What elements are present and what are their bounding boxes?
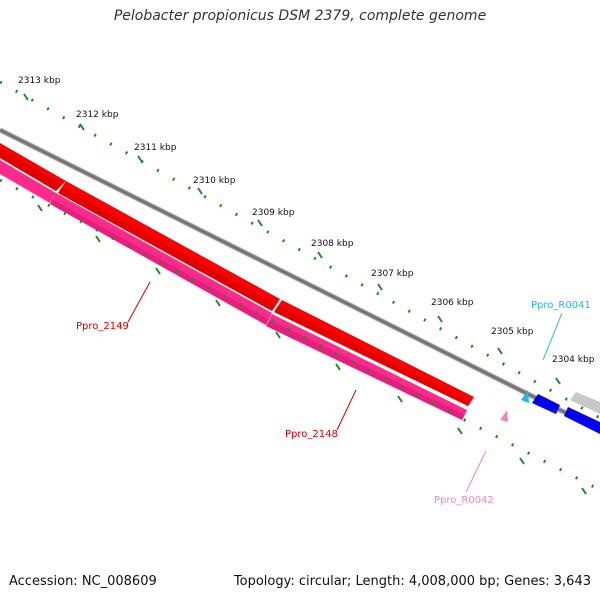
major-tick	[317, 251, 323, 259]
gene-shade	[0, 149, 60, 191]
major-tick	[457, 427, 463, 435]
major-tick	[23, 93, 29, 101]
major-tick	[137, 155, 143, 163]
major-tick	[37, 204, 43, 212]
ruler-label: 2306 kbp	[431, 298, 474, 308]
ruler-label: 2310 kbp	[193, 176, 236, 186]
feature-label-ppro-r0042[interactable]: Ppro_R0042	[434, 495, 494, 506]
feature-label-ppro-r0041[interactable]: Ppro_R0041	[531, 300, 591, 311]
ruler-label: 2312 kbp	[76, 110, 119, 120]
major-tick	[155, 267, 161, 275]
major-tick	[95, 235, 101, 243]
major-tick	[437, 315, 443, 323]
gene-shade	[50, 199, 268, 325]
right-genes	[532, 392, 600, 434]
major-tick	[335, 363, 341, 371]
major-tick	[257, 219, 263, 227]
feature-label-ppro-2149[interactable]: Ppro_2149	[76, 321, 129, 332]
gene-feature[interactable]	[570, 392, 600, 414]
callout-line	[336, 389, 357, 431]
ruler-label: 2307 kbp	[371, 269, 414, 279]
backbone	[0, 127, 600, 433]
trna-marker[interactable]	[500, 410, 508, 422]
outer-tick-ring	[0, 80, 600, 420]
gene-shade	[274, 306, 471, 406]
major-tick	[275, 331, 281, 339]
gene-feature[interactable]	[266, 314, 467, 420]
gene-feature[interactable]	[0, 143, 66, 191]
accession-label: Accession: NC_008609	[9, 574, 157, 589]
ruler-label: 2308 kbp	[311, 239, 354, 249]
ruler-labels: 2313 kbp 2312 kbp 2311 kbp 2310 kbp 2309…	[18, 76, 595, 365]
callout-line	[127, 281, 151, 323]
gene-feature[interactable]	[532, 394, 560, 414]
ruler-label: 2311 kbp	[134, 143, 177, 153]
inner-tick-ring	[0, 178, 600, 495]
genome-summary: Topology: circular; Length: 4,008,000 bp…	[233, 574, 591, 589]
major-tick	[377, 283, 383, 291]
callout-line	[542, 312, 563, 361]
gene-feature[interactable]	[274, 300, 474, 406]
ruler-label: 2313 kbp	[18, 76, 61, 86]
reverse-genes	[0, 160, 467, 420]
major-tick	[197, 187, 203, 195]
gene-shade	[266, 320, 465, 420]
forward-genes	[0, 143, 474, 406]
gene-feature[interactable]	[0, 160, 56, 203]
major-tick	[397, 395, 403, 403]
gene-feature[interactable]	[50, 193, 272, 325]
ruler-label: 2304 kbp	[552, 355, 595, 365]
major-tick	[581, 487, 587, 495]
gene-feature[interactable]	[564, 407, 600, 434]
callout-line	[465, 450, 487, 493]
feature-label-ppro-2148[interactable]: Ppro_2148	[285, 429, 338, 440]
map-title: Pelobacter propionicus DSM 2379, complet…	[113, 8, 487, 24]
gene-feature[interactable]	[58, 181, 280, 311]
major-tick	[555, 377, 561, 385]
major-tick	[215, 299, 221, 307]
outer-minor-ticks	[0, 80, 600, 420]
major-tick	[497, 347, 503, 355]
ruler-label: 2305 kbp	[491, 327, 534, 337]
major-tick	[79, 123, 85, 131]
feature-callouts: Ppro_2149 Ppro_2148 Ppro_R0041 Ppro_R004…	[76, 281, 591, 506]
trna-marker[interactable]	[521, 390, 529, 403]
major-tick	[519, 457, 525, 465]
ruler-label: 2309 kbp	[252, 208, 295, 218]
backbone-line-core	[0, 129, 600, 431]
gene-shade	[58, 187, 276, 311]
